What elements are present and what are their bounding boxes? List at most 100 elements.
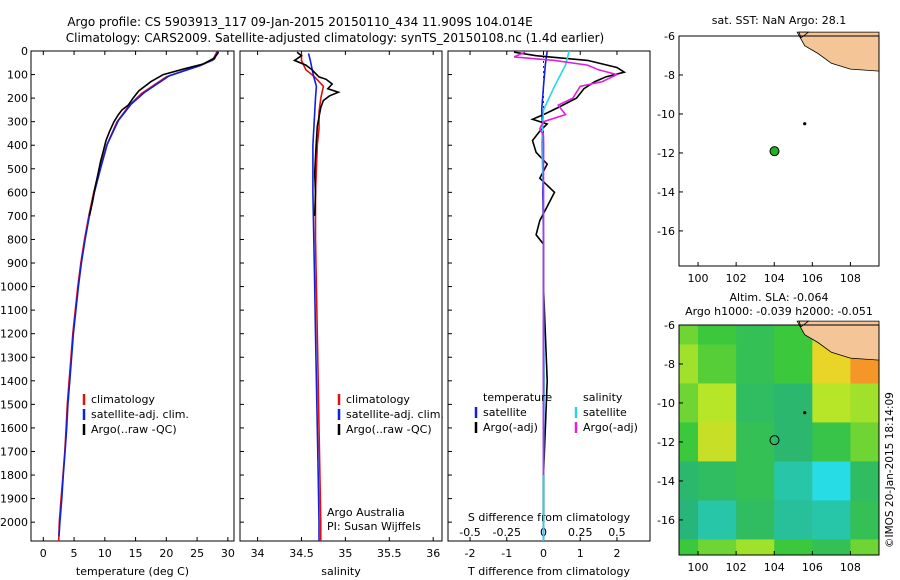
sla-cell — [679, 461, 699, 501]
sst-map-x-tick-label: 104 — [764, 272, 785, 285]
sla-map-panel: 100 102 104 106 108 -6 -8 -10 -12 -14 -16 Altim. SL… — [657, 291, 880, 574]
sla-cell — [679, 325, 699, 345]
sal-legend-label: climatology — [346, 393, 410, 406]
sst-map-x-tick-label: 108 — [840, 272, 861, 285]
sla-map-x-tick-label: 108 — [840, 561, 861, 574]
sdiff-tick-label: -0.25 — [493, 526, 521, 539]
sla-cell — [812, 383, 851, 423]
depth-tick-label: 1700 — [0, 445, 28, 458]
sal-legend-label: Argo(..raw -QC) — [346, 423, 432, 436]
christmas-island — [803, 411, 807, 415]
sla-cell — [698, 500, 737, 540]
sla-map-x-tick-label: 100 — [688, 561, 709, 574]
axes-frame — [30, 50, 235, 542]
sla-cell — [679, 422, 699, 462]
sdiff-legend-label: Argo(-adj) — [583, 421, 638, 434]
sst-map-y-tick-label: -12 — [657, 147, 675, 160]
figure-title-line1: Argo profile: CS 5903913_117 09-Jan-2015… — [67, 15, 532, 29]
sla-cell — [698, 325, 737, 345]
depth-tick-label: 2000 — [0, 516, 28, 529]
sla-cell — [774, 383, 813, 423]
sla-map-x-tick-label: 106 — [802, 561, 823, 574]
temp-x-tick-label: 0 — [40, 547, 47, 560]
argo-position-marker — [769, 435, 780, 446]
depth-tick-label: 800 — [7, 233, 28, 246]
sla-cell — [774, 344, 813, 384]
sst-map-y-tick-label: -14 — [657, 186, 675, 199]
sla-cell — [850, 383, 879, 423]
sla-cell — [812, 461, 851, 501]
tdiff-legend-label: satellite — [483, 406, 527, 419]
sla-cell — [698, 422, 737, 462]
depth-tick-label: 1600 — [0, 422, 28, 435]
sla-cell — [774, 500, 813, 540]
temp-x-tick-label: 25 — [190, 547, 204, 560]
tdiff-x-tick-label: 0 — [540, 547, 547, 560]
temperature-panel: 0100200300400500600700800900100011001200… — [0, 45, 235, 578]
sal-legend-label: satellite-adj. clim. — [346, 408, 444, 421]
tdiff-x-tick-label: -1 — [501, 547, 512, 560]
depth-tick-label: 500 — [7, 163, 28, 176]
tdiff-legend-label: Argo(-adj) — [483, 421, 538, 434]
axes-frame — [239, 50, 443, 542]
sdiff-legend-label: satellite — [583, 406, 627, 419]
sla-cell — [698, 344, 737, 384]
depth-tick-label: 200 — [7, 92, 28, 105]
sla-cell — [774, 461, 813, 501]
temp-series-line — [88, 51, 220, 217]
sla-cell — [812, 539, 851, 555]
sal-x-tick-label: 35.5 — [377, 547, 402, 560]
depth-tick-label: 400 — [7, 139, 28, 152]
temp-x-tick-label: 15 — [129, 547, 143, 560]
sla-cell — [736, 325, 775, 345]
sla-map-title-2: Argo h1000: -0.039 h2000: -0.051 — [685, 305, 873, 318]
depth-tick-label: 1500 — [0, 398, 28, 411]
sla-map-y-tick-label: -14 — [657, 475, 675, 488]
sla-cell — [698, 461, 737, 501]
sla-cell — [679, 344, 699, 384]
sal-series-line — [300, 53, 325, 541]
temp-x-tick-label: 5 — [71, 547, 78, 560]
sst-map-x-tick-label: 100 — [688, 272, 709, 285]
sla-map-y-tick-label: -10 — [657, 397, 675, 410]
sla-cell — [850, 422, 879, 462]
sal-x-tick-label: 35 — [338, 547, 352, 560]
figure-title-line2: Climatology: CARS2009. Satellite-adjuste… — [66, 31, 604, 45]
sla-map-y-tick-label: -12 — [657, 436, 675, 449]
sst-map-title: sat. SST: NaN Argo: 28.1 — [712, 14, 846, 27]
temp-xlabel: temperature (deg C) — [76, 565, 189, 578]
sla-map-y-tick-label: -8 — [664, 358, 675, 371]
depth-tick-label: 1000 — [0, 281, 28, 294]
sla-cell — [850, 539, 879, 555]
sla-cell — [698, 539, 737, 555]
sla-cell — [812, 500, 851, 540]
temp-legend-label: satellite-adj. clim. — [91, 408, 189, 421]
tdiff-x-tick-label: 2 — [613, 547, 620, 560]
sla-map-y-tick-label: -6 — [664, 319, 675, 332]
sla-map-x-tick-label: 104 — [764, 561, 785, 574]
sal-x-tick-label: 34.5 — [289, 547, 314, 560]
sla-cell — [736, 383, 775, 423]
axes-frame — [678, 324, 880, 556]
temp-series-line — [58, 50, 219, 537]
temp-x-tick-label: 10 — [98, 547, 112, 560]
axes-frame — [447, 50, 651, 542]
sst-map-y-tick-label: -8 — [664, 69, 675, 82]
sla-map-y-tick-label: -16 — [657, 514, 675, 527]
depth-tick-label: 1100 — [0, 304, 28, 317]
imos-watermark: ©IMOS 20-Jan-2015 18:14:09 — [884, 392, 896, 548]
sla-cell — [774, 422, 813, 462]
sst-map-y-tick-label: -10 — [657, 108, 675, 121]
sdiff-label: S difference from climatology — [468, 511, 631, 524]
sla-cell — [736, 344, 775, 384]
temp-x-tick-label: 30 — [221, 547, 235, 560]
sla-cell — [850, 461, 879, 501]
sla-map-title-1: Altim. SLA: -0.064 — [729, 291, 828, 304]
sla-cell — [774, 539, 813, 555]
christmas-island — [803, 122, 807, 126]
diff-series-line — [513, 51, 620, 475]
argo-position-marker — [769, 146, 780, 157]
sal-series-line — [292, 51, 341, 216]
temp-legend-label: climatology — [91, 393, 155, 406]
